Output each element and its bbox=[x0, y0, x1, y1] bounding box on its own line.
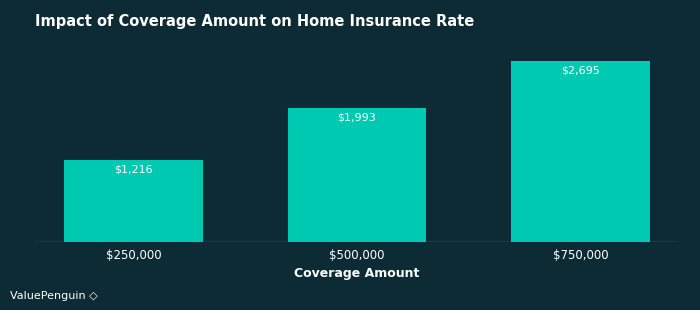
Text: Impact of Coverage Amount on Home Insurance Rate: Impact of Coverage Amount on Home Insura… bbox=[35, 14, 475, 29]
X-axis label: Coverage Amount: Coverage Amount bbox=[294, 267, 420, 280]
Bar bbox=[511, 61, 650, 242]
Text: $2,695: $2,695 bbox=[561, 66, 600, 76]
Bar bbox=[64, 160, 203, 242]
Text: ValuePenguin ◇: ValuePenguin ◇ bbox=[10, 291, 98, 301]
Bar bbox=[288, 108, 426, 242]
Text: $1,216: $1,216 bbox=[114, 165, 153, 175]
Text: $1,993: $1,993 bbox=[337, 113, 377, 123]
